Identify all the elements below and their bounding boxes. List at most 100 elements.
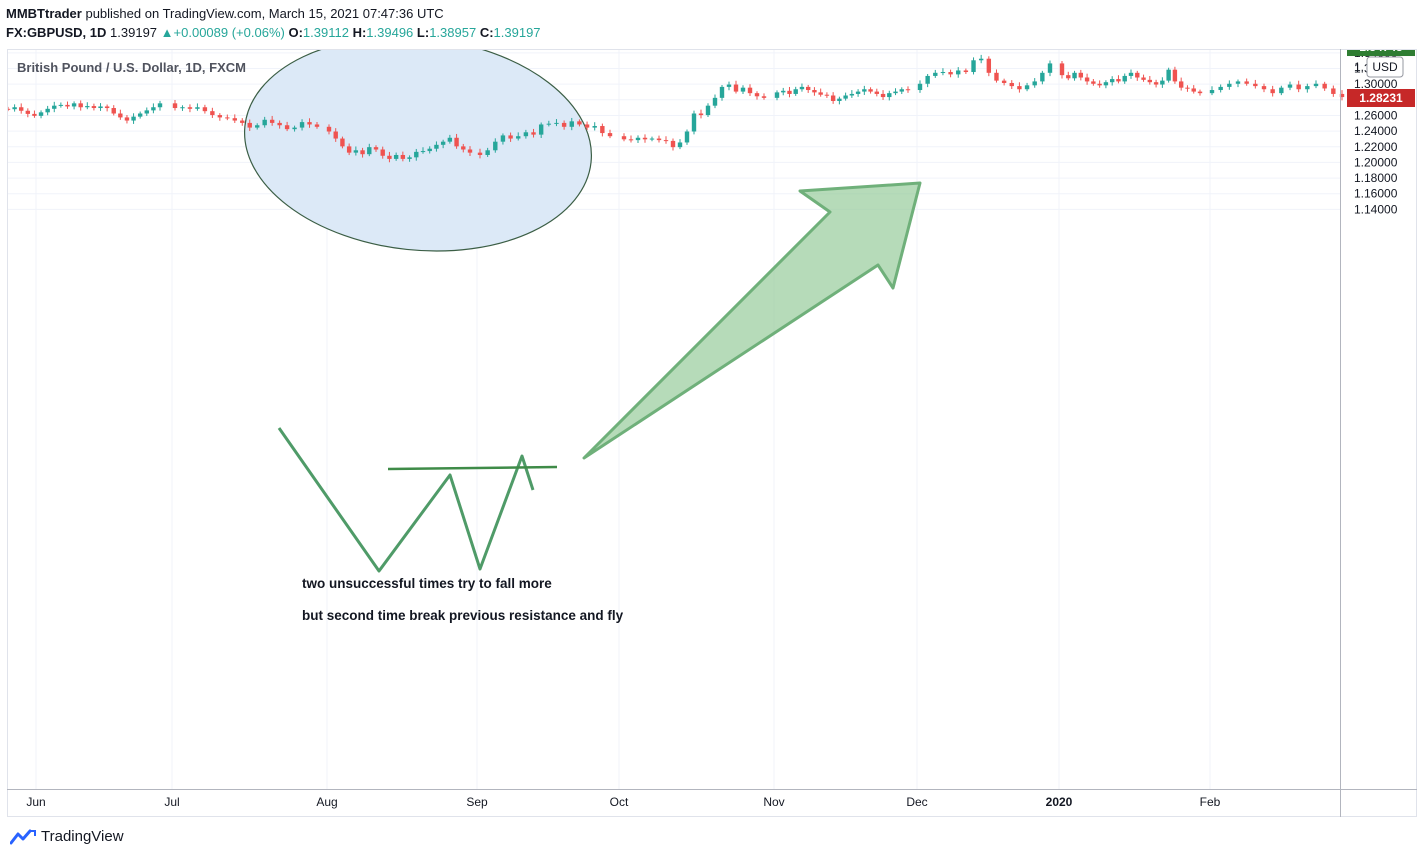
candle-body bbox=[584, 124, 590, 128]
tradingview-brand[interactable]: TradingView bbox=[10, 828, 124, 845]
candle-body bbox=[485, 150, 490, 155]
candle-body bbox=[454, 137, 459, 147]
candle-body bbox=[225, 117, 230, 119]
candle-body bbox=[793, 89, 798, 94]
price-tick-label: 1.18000 bbox=[1354, 171, 1398, 185]
candle-body bbox=[569, 121, 574, 127]
candle-body bbox=[1166, 69, 1171, 81]
candle-body bbox=[925, 75, 930, 84]
candle-body bbox=[554, 122, 559, 124]
candle-body bbox=[1253, 83, 1258, 87]
candle-body bbox=[292, 127, 297, 130]
candle-body bbox=[781, 90, 786, 93]
candle-body bbox=[677, 142, 683, 148]
candle-body bbox=[887, 93, 892, 98]
candle-body bbox=[78, 103, 83, 108]
candle-body bbox=[1059, 63, 1065, 76]
candle-body bbox=[299, 122, 305, 128]
candle-body bbox=[508, 135, 513, 139]
candle-body bbox=[202, 107, 208, 112]
candle-body bbox=[131, 116, 136, 121]
candle-body bbox=[933, 72, 938, 76]
candle-body bbox=[986, 58, 992, 73]
candle-body bbox=[58, 104, 64, 106]
candle-body bbox=[843, 95, 848, 99]
candle-body bbox=[262, 119, 267, 126]
candle-body bbox=[1279, 87, 1284, 94]
candle-body bbox=[712, 97, 718, 106]
candle-body bbox=[414, 151, 419, 158]
time-tick-label: Jul bbox=[164, 795, 179, 809]
candle-body bbox=[1305, 86, 1310, 90]
candle-body bbox=[733, 84, 739, 92]
candle-body bbox=[600, 126, 605, 134]
candle-body bbox=[1072, 72, 1077, 79]
time-tick-label: Feb bbox=[1200, 795, 1221, 809]
candle-body bbox=[407, 157, 412, 159]
candle-body bbox=[25, 110, 31, 114]
time-tick-label: Oct bbox=[610, 795, 629, 809]
candle-body bbox=[151, 107, 156, 111]
published-text: published on TradingView.com, March 15, … bbox=[85, 6, 444, 21]
publisher-name[interactable]: MMBTtrader bbox=[6, 6, 82, 21]
candle-body bbox=[805, 86, 811, 91]
candle-body bbox=[893, 91, 898, 94]
annotation-line-1: two unsuccessful times try to fall more bbox=[302, 576, 552, 591]
candle-body bbox=[994, 72, 999, 81]
candle-body bbox=[523, 132, 529, 137]
candle-body bbox=[948, 72, 953, 75]
candle-body bbox=[1235, 81, 1241, 84]
candle-body bbox=[71, 103, 77, 107]
candle-body bbox=[649, 138, 655, 140]
candle-body bbox=[799, 86, 805, 90]
candle-body bbox=[1128, 72, 1134, 76]
candle-body bbox=[917, 83, 923, 91]
price-tick-label: 1.22000 bbox=[1354, 140, 1398, 154]
candle-body bbox=[380, 149, 385, 156]
candle-body bbox=[538, 124, 544, 135]
annotation-layer-over: two unsuccessful times try to fall more b… bbox=[277, 181, 922, 623]
symbol-label: FX:GBPUSD, 1D bbox=[6, 25, 107, 40]
time-axis[interactable]: Jun Jul Aug Sep Oct Nov Dec 2020 Feb bbox=[26, 795, 1220, 809]
candle-body bbox=[1261, 86, 1267, 90]
candle-body bbox=[880, 93, 886, 98]
candle-body bbox=[1091, 81, 1096, 84]
price-tick-label: 1.26000 bbox=[1354, 108, 1398, 122]
currency-label[interactable]: USD bbox=[1372, 60, 1398, 74]
candle-body bbox=[592, 126, 597, 128]
candle-body bbox=[1001, 80, 1007, 83]
time-tick-label: Sep bbox=[466, 795, 488, 809]
candle-body bbox=[277, 122, 282, 126]
candle-body bbox=[726, 84, 732, 87]
candle-body bbox=[85, 106, 90, 108]
candle-body bbox=[500, 135, 506, 142]
candle-body bbox=[656, 138, 662, 141]
currency-button[interactable] bbox=[1366, 56, 1404, 78]
candle-body bbox=[1040, 72, 1045, 82]
candle-body bbox=[561, 122, 567, 127]
chart-area[interactable]: 1.14000 1.16000 1.18000 1.20000 1.22000 1.240… bbox=[5, 36, 1417, 817]
candle-body bbox=[628, 139, 634, 141]
candles-layer bbox=[5, 54, 1345, 163]
candle-body bbox=[1017, 86, 1022, 90]
price-change: +0.00089 (+0.06%) bbox=[173, 25, 285, 40]
high-value: 1.39496 bbox=[366, 25, 414, 40]
candle-body bbox=[818, 92, 823, 95]
candle-body bbox=[978, 58, 984, 61]
candle-body bbox=[326, 126, 332, 132]
candle-body bbox=[400, 154, 406, 159]
candle-body bbox=[434, 144, 439, 149]
candle-body bbox=[180, 107, 185, 109]
candle-body bbox=[65, 104, 70, 107]
candle-body bbox=[269, 119, 275, 123]
candle-body bbox=[1287, 84, 1293, 88]
candle-body bbox=[1047, 63, 1053, 73]
resistance-line bbox=[387, 465, 558, 471]
candle-body bbox=[577, 121, 582, 125]
candle-body bbox=[754, 93, 760, 97]
candle-body bbox=[447, 137, 453, 142]
grid-lines bbox=[7, 49, 1340, 789]
candle-body bbox=[1135, 72, 1140, 78]
candle-body bbox=[1109, 79, 1115, 83]
